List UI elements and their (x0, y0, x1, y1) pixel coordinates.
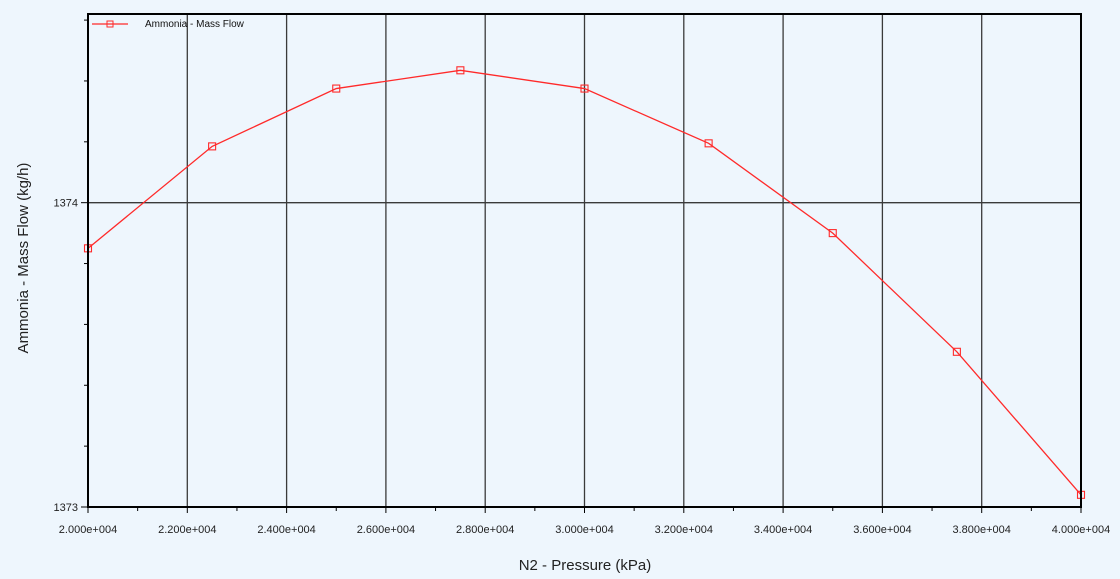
series (83, 66, 1086, 499)
series-line (87, 69, 1082, 496)
data-point (952, 347, 961, 356)
y-tick-label: 1374 (54, 198, 78, 210)
x-tick-label: 2.800e+004 (456, 524, 514, 536)
legend-marker (106, 20, 114, 28)
grid (88, 14, 1081, 507)
x-tick-label: 3.400e+004 (754, 524, 812, 536)
x-tick-label: 3.200e+004 (655, 524, 713, 536)
x-tick-label: 2.600e+004 (357, 524, 415, 536)
x-tick-label: 3.800e+004 (952, 524, 1010, 536)
y-tick-label: 1373 (54, 502, 78, 514)
ticks: 2.000e+004 2.200e+004 2.400e+004 2.600e+004… (54, 19, 1110, 536)
plot-border (87, 13, 1082, 508)
data-point (456, 66, 465, 75)
data-point (332, 84, 341, 93)
data-point (828, 229, 837, 238)
x-tick-label: 2.200e+004 (158, 524, 216, 536)
legend: Ammonia - Mass Flow (92, 19, 245, 30)
x-tick-label: 3.000e+004 (555, 524, 613, 536)
data-point (580, 84, 589, 93)
data-point (704, 139, 713, 148)
x-tick-label: 3.600e+004 (853, 524, 911, 536)
x-tick-label: 4.000e+004 (1052, 524, 1110, 536)
y-axis-title: Ammonia - Mass Flow (kg/h) (15, 163, 32, 354)
data-point (208, 142, 217, 151)
x-axis-title: N2 - Pressure (kPa) (519, 557, 652, 574)
x-tick-label: 2.000e+004 (59, 524, 117, 536)
legend-label: Ammonia - Mass Flow (145, 19, 245, 30)
x-tick-label: 2.400e+004 (257, 524, 315, 536)
